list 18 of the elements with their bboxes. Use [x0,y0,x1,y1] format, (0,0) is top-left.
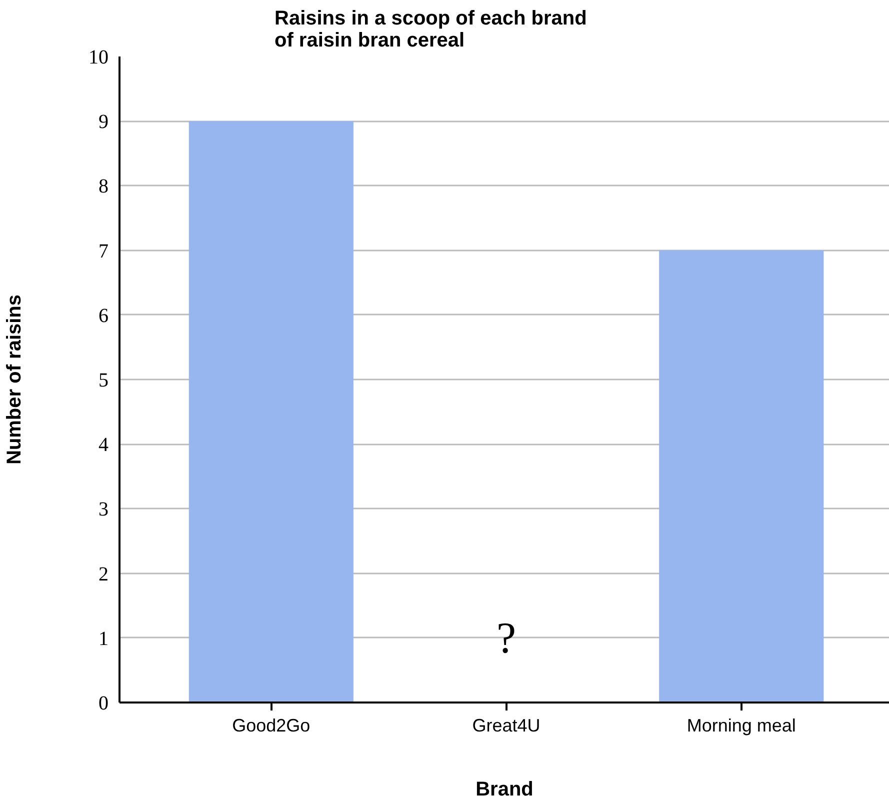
y-tick-label: 2 [98,563,108,586]
y-tick-label: 8 [98,176,108,198]
y-tick-label: 6 [98,304,108,327]
y-tick-label: 7 [98,240,108,262]
annotation: ? [496,613,516,662]
y-tick-label: 9 [98,111,108,134]
y-tick-label: 10 [88,46,108,68]
x-axis-title: Brand [476,778,534,800]
y-tick-label: 1 [98,628,108,650]
y-axis-title: Number of raisins [4,294,26,465]
y-tick-label: 3 [98,498,108,521]
y-tick-label: 4 [98,434,108,456]
x-tick-label: Morning meal [686,716,796,736]
y-tick-label: 0 [98,692,108,714]
x-tick-label: Great4U [472,716,540,736]
y-tick-label: 5 [98,370,108,392]
x-tick-label: Good2Go [232,716,310,736]
chart-title: Raisins in a scoop of each brand of raisin bran cereal [274,8,587,52]
